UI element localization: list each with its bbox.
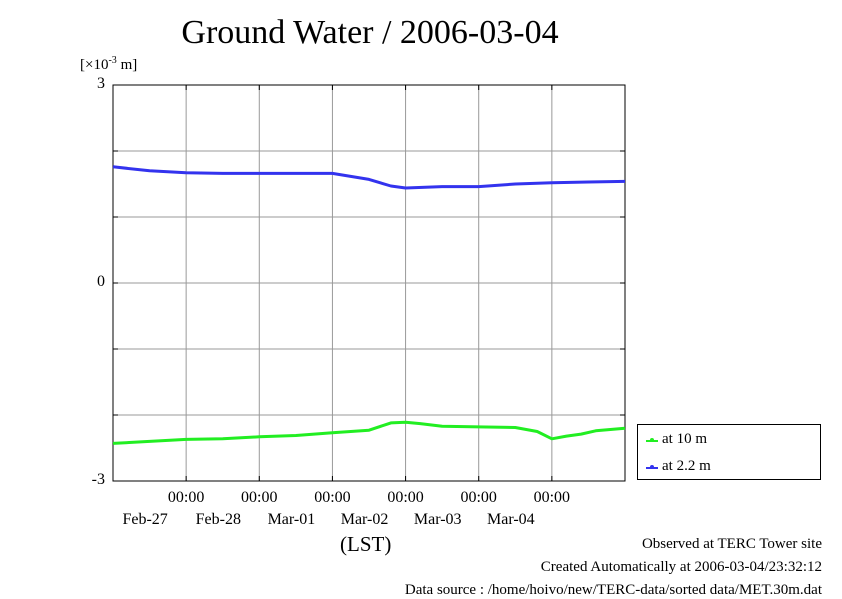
x-tick-time-label: 00:00 (241, 489, 278, 506)
x-tick-date-label: Feb-27 (122, 511, 168, 528)
series-line-0 (112, 420, 626, 445)
x-tick-time-label: 00:00 (533, 489, 571, 506)
y-unit-prefix: [×10 (80, 57, 109, 73)
x-tick-date-label: Mar-03 (413, 511, 462, 528)
footer-observed: Observed at TERC Tower site (641, 536, 822, 552)
y-unit-label: [×10-3 m] (80, 55, 137, 74)
legend-label-2-2m: at 2.2 m (662, 458, 711, 474)
grid-lines (113, 85, 625, 481)
x-tick-time-label: 00:00 (460, 489, 497, 506)
y-tick-label: 3 (97, 75, 105, 92)
y-unit-exponent: -3 (108, 55, 117, 66)
legend-label-10m: at 10 m (662, 431, 707, 447)
x-tick-time-label: 00:00 (314, 489, 351, 506)
x-tick-time-label: 00:00 (387, 489, 424, 506)
y-tick-label: 0 (97, 273, 105, 290)
series-line-1 (112, 165, 626, 190)
footer-created: Created Automatically at 2006-03-04/23:3… (540, 559, 822, 575)
legend-marker-10m (650, 438, 654, 442)
x-tick-date-label: Mar-04 (487, 511, 535, 528)
legend: at 10 m at 2.2 m (637, 424, 821, 480)
x-tick-date-label: Feb-28 (195, 511, 241, 528)
footer-source: Data source : /home/hoivo/new/TERC-data/… (404, 582, 822, 598)
x-tick-date-label: Mar-02 (340, 511, 389, 528)
x-tick-time-label: 00:00 (167, 489, 205, 506)
axis-ticks (113, 84, 625, 482)
y-unit-suffix: m] (116, 57, 138, 73)
y-tick-label: -3 (91, 471, 105, 488)
chart-title: Ground Water / 2006-03-04 (181, 14, 559, 51)
x-tick-date-label: Mar-01 (267, 511, 316, 528)
x-axis-unit: (LST) (340, 532, 392, 556)
legend-marker-2-2m (650, 465, 654, 469)
series-lines (112, 165, 626, 445)
